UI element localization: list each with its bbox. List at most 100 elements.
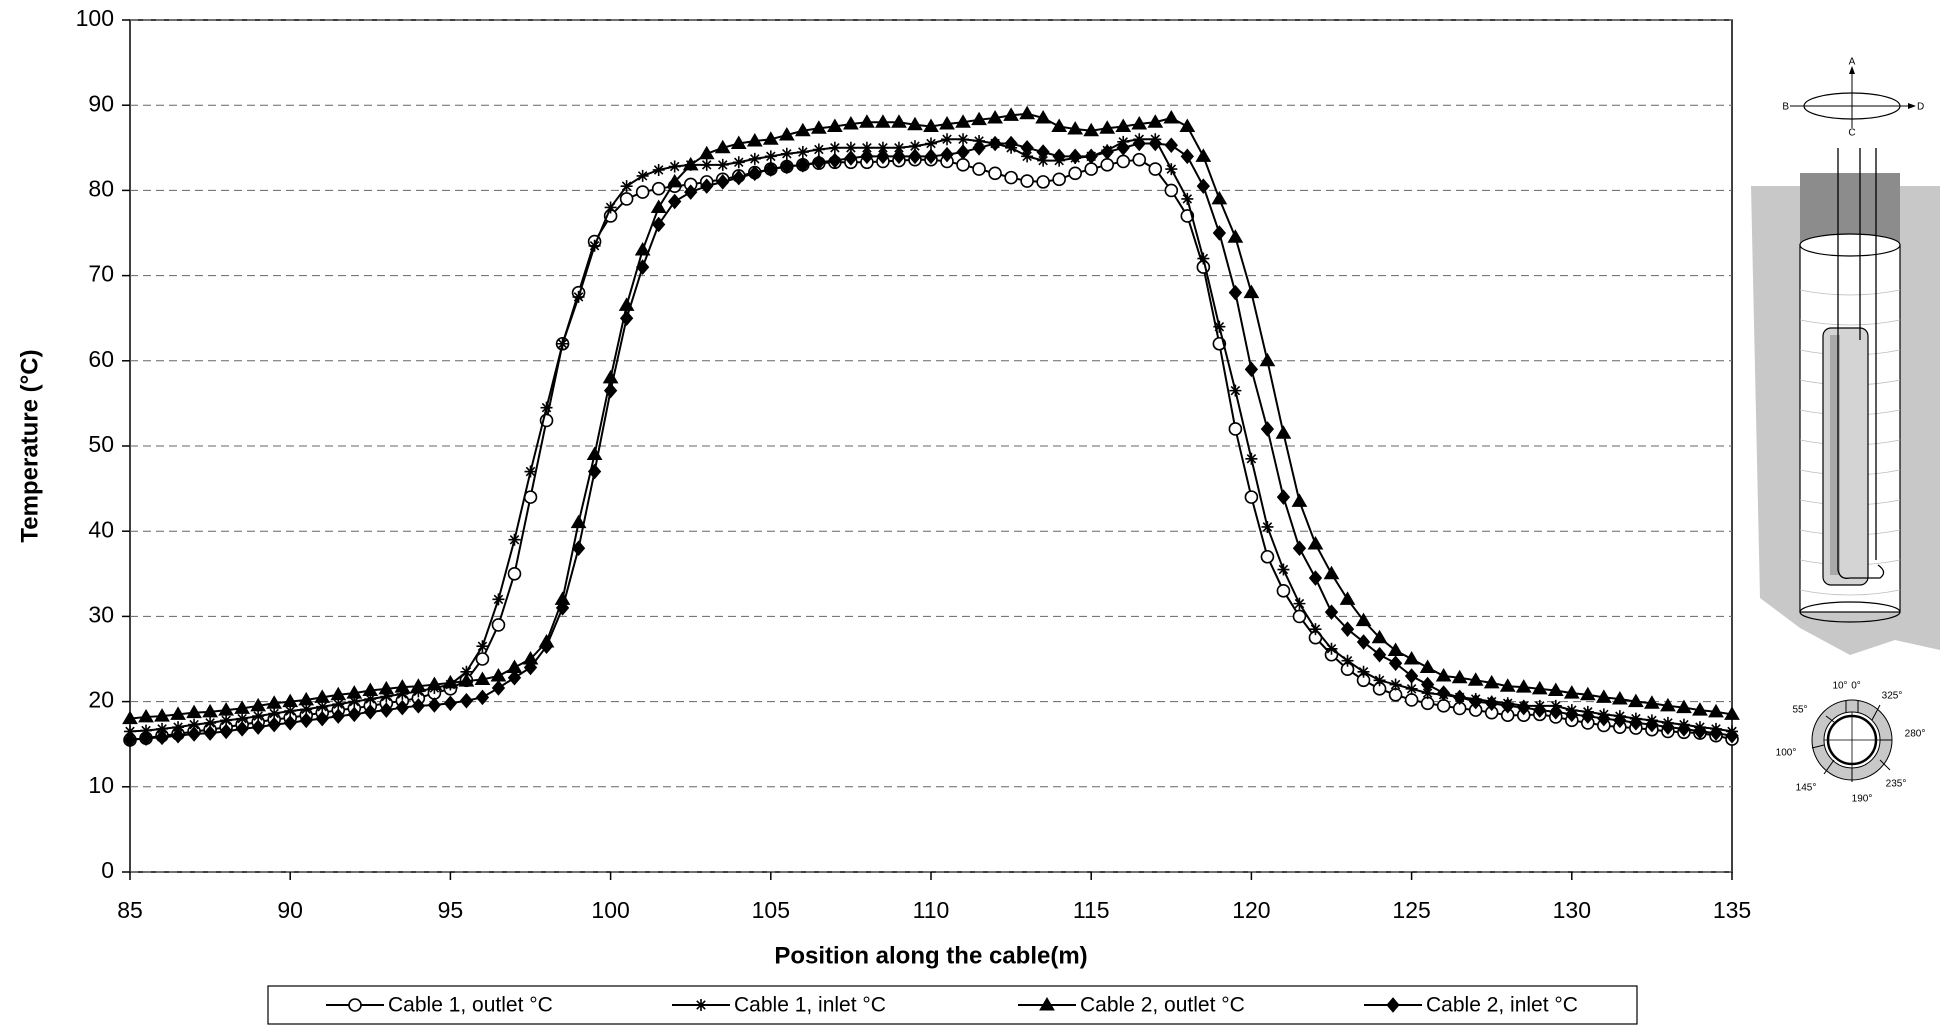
marker	[1388, 655, 1403, 672]
marker	[1163, 109, 1180, 124]
y-tick-label: 100	[76, 5, 114, 31]
marker	[810, 120, 827, 134]
marker	[1467, 672, 1484, 686]
y-tick-label: 60	[88, 346, 114, 372]
marker	[635, 259, 650, 275]
y-tick-label: 50	[88, 431, 114, 457]
marker	[1499, 678, 1516, 692]
marker	[1420, 696, 1435, 711]
marker	[1275, 425, 1292, 439]
marker	[1229, 384, 1242, 397]
marker	[490, 668, 507, 682]
marker	[1021, 150, 1034, 163]
marker	[1676, 699, 1692, 714]
marker	[956, 144, 970, 160]
marker	[1371, 629, 1388, 644]
marker	[860, 148, 874, 165]
marker	[812, 143, 825, 156]
legend-marker	[695, 999, 707, 1011]
marker	[1341, 654, 1354, 667]
marker	[1100, 158, 1115, 172]
marker	[539, 638, 554, 654]
marker	[268, 707, 281, 720]
marker	[1435, 668, 1452, 682]
marker	[1165, 163, 1178, 176]
marker	[957, 133, 970, 146]
marker	[203, 725, 217, 741]
marker	[394, 679, 411, 693]
marker	[1308, 570, 1323, 586]
marker	[827, 118, 843, 132]
marker	[828, 141, 841, 154]
marker	[780, 147, 793, 160]
marker	[1628, 693, 1644, 708]
marker	[1436, 685, 1451, 701]
marker	[651, 181, 666, 196]
marker	[972, 140, 986, 156]
series	[124, 133, 1738, 738]
y-tick-label: 10	[88, 772, 114, 798]
inset-label: D	[1917, 102, 1924, 113]
marker	[491, 618, 506, 632]
marker	[1403, 651, 1420, 665]
x-tick-label: 90	[277, 897, 303, 923]
marker	[1164, 183, 1179, 198]
marker	[1179, 118, 1196, 132]
marker	[668, 193, 682, 210]
marker	[1660, 697, 1676, 712]
marker	[284, 704, 297, 717]
marker	[1260, 549, 1275, 564]
marker	[1228, 422, 1243, 436]
inset-label: 190°	[1852, 794, 1873, 805]
marker	[844, 141, 857, 154]
marker	[202, 703, 218, 718]
inset-label: 100°	[1776, 748, 1797, 759]
marker	[1147, 114, 1164, 128]
y-tick-label: 40	[88, 516, 114, 542]
marker	[940, 146, 954, 163]
x-tick-label: 95	[438, 897, 464, 923]
marker	[972, 162, 986, 176]
marker	[1645, 716, 1659, 733]
marker	[955, 114, 971, 128]
marker	[1373, 674, 1386, 687]
marker	[364, 693, 377, 706]
marker	[1547, 682, 1564, 697]
marker	[700, 158, 713, 171]
marker	[620, 180, 633, 193]
marker	[1613, 712, 1627, 729]
marker	[1148, 135, 1162, 152]
marker	[1292, 609, 1307, 624]
section-axes	[1790, 70, 1912, 128]
marker	[1453, 689, 1467, 706]
inset-label: 55°	[1792, 705, 1807, 716]
marker	[458, 673, 475, 687]
marker	[828, 152, 842, 169]
marker	[186, 704, 202, 719]
marker	[892, 148, 906, 165]
marker	[524, 465, 537, 478]
marker	[1131, 115, 1148, 130]
marker	[300, 703, 313, 716]
marker	[1244, 361, 1259, 378]
marker	[570, 514, 587, 529]
marker	[762, 131, 779, 145]
pile-top	[1800, 173, 1900, 245]
marker	[1709, 725, 1723, 741]
marker	[794, 122, 811, 137]
marker	[1533, 702, 1547, 718]
marker	[780, 158, 794, 175]
marker	[1037, 154, 1050, 167]
marker	[1196, 178, 1210, 194]
heater	[1822, 327, 1869, 586]
marker	[378, 680, 395, 695]
x-tick-label: 115	[1073, 897, 1110, 923]
marker	[1501, 698, 1515, 714]
marker	[956, 158, 970, 172]
marker	[1036, 175, 1050, 189]
marker	[443, 695, 458, 712]
y-tick-label: 80	[88, 175, 114, 201]
marker	[170, 706, 186, 720]
marker	[1708, 703, 1724, 718]
marker	[778, 127, 795, 141]
